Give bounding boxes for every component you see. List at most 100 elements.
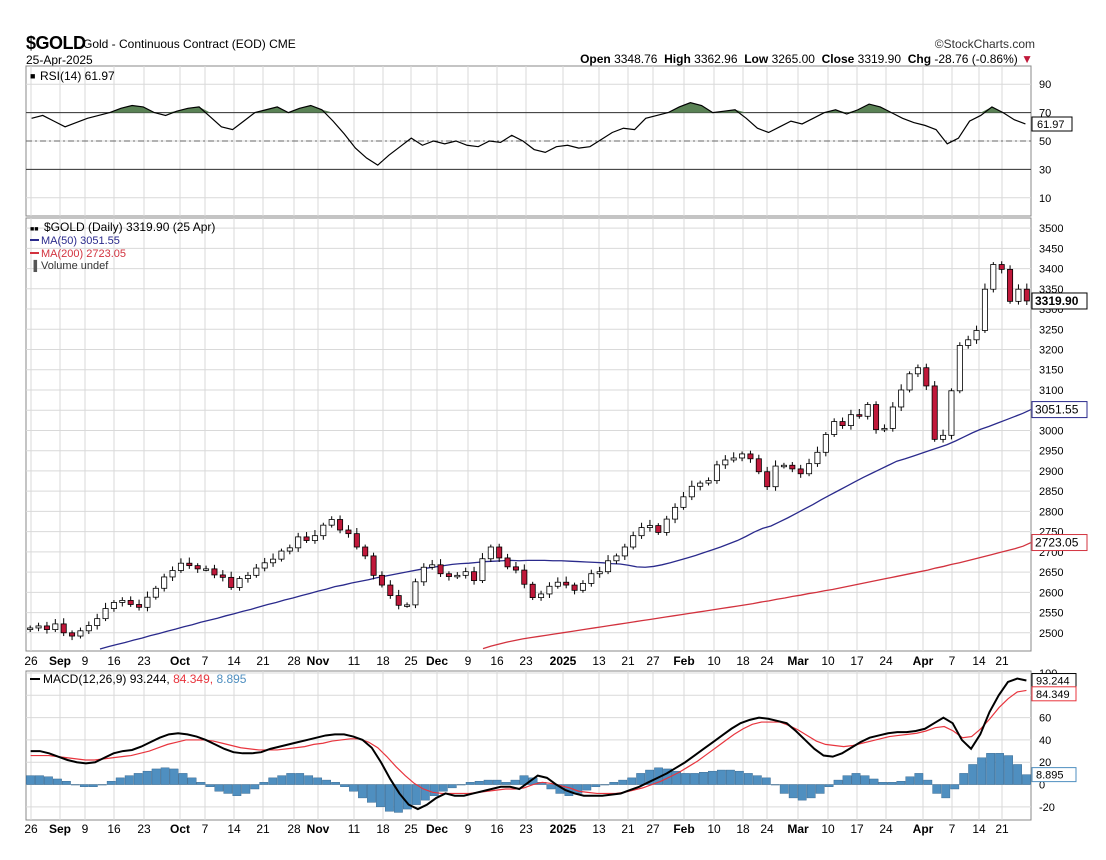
candle-down <box>378 574 385 586</box>
candle-up <box>588 573 595 584</box>
macd-histogram-bar <box>492 779 502 785</box>
macd-histogram-bar <box>214 784 224 792</box>
macd-histogram-bar <box>573 784 583 794</box>
x-axis-label: 7 <box>949 654 956 668</box>
macd-histogram-bar <box>851 773 861 785</box>
macd-histogram-bar <box>860 775 870 785</box>
candle-up <box>270 558 277 564</box>
x-axis-label: 14 <box>972 654 986 668</box>
candle-up <box>479 558 486 582</box>
macd-current-value: 93.244 <box>1036 676 1070 688</box>
price-tick-label: 2900 <box>1039 466 1063 478</box>
candle-up <box>831 421 838 435</box>
macd-histogram-bar <box>178 773 188 785</box>
x-axis-label: Oct <box>170 654 190 668</box>
candle-up <box>965 339 972 346</box>
macd-histogram-bar <box>663 768 672 785</box>
rsi-overbought-fill <box>109 102 1004 113</box>
x-axis-label: 7 <box>202 654 209 668</box>
candle-up <box>638 527 645 537</box>
candle-up <box>881 428 888 431</box>
x-axis-label: 21 <box>256 654 270 668</box>
macd-histogram-bar <box>681 773 690 785</box>
x-axis-label: 16 <box>490 822 504 836</box>
candle-down <box>445 573 452 577</box>
candle-down <box>370 555 377 576</box>
macd-histogram-bar <box>717 769 726 785</box>
ohlc-summary: Open 3348.76 High 3362.96 Low 3265.00 Cl… <box>580 52 1033 66</box>
x-axis-label: 10 <box>707 822 721 836</box>
macd-histogram-bar <box>968 764 978 785</box>
macd-histogram-bar <box>133 773 143 785</box>
candle-down <box>186 562 193 567</box>
x-axis-label: Sep <box>49 822 71 836</box>
price-tick-label: 2600 <box>1039 587 1063 599</box>
stockcharts-watermark: ©StockCharts.com <box>934 37 1035 51</box>
candle-up <box>169 570 176 578</box>
x-axis-label: 13 <box>592 654 606 668</box>
macd-histogram-bar <box>151 768 161 785</box>
x-axis-label: 23 <box>519 822 533 836</box>
description-text: Gold - Continuous Contract (EOD) <box>83 37 266 51</box>
macd-histogram-bar <box>734 770 744 785</box>
macd-histogram-bar <box>35 775 44 785</box>
macd-histogram-bar <box>726 769 735 785</box>
candle-down <box>856 414 863 417</box>
x-axis-label: 24 <box>760 822 774 836</box>
ma200-legend-text: MA(200) 2723.05 <box>41 248 126 260</box>
macd-histogram-bar <box>367 784 376 803</box>
volume-legend-icon: ▐ <box>30 259 38 273</box>
x-axis-label: Dec <box>426 654 448 668</box>
candle-up <box>672 506 679 520</box>
candle-up <box>688 485 695 498</box>
candle-up <box>889 406 896 429</box>
candle-up <box>85 625 92 632</box>
rsi-tick-label: 90 <box>1039 79 1051 91</box>
price-legend-title: $GOLD (Daily) 3319.90 (25 Apr) <box>44 220 215 234</box>
candle-down <box>923 367 930 387</box>
candle-down <box>655 525 662 533</box>
macd-histogram-bar <box>815 784 825 794</box>
ma50-line <box>99 408 1032 650</box>
candle-up <box>948 390 955 436</box>
macd-histogram-bar <box>591 784 601 787</box>
macd-tick-label: 60 <box>1039 713 1051 725</box>
x-axis-label: Nov <box>307 654 330 668</box>
x-axis-label: 21 <box>995 654 1009 668</box>
candle-down <box>529 583 536 599</box>
macd-histogram-bar <box>196 782 206 785</box>
x-axis-label: 9 <box>465 822 472 836</box>
low-value: 3265.00 <box>771 52 815 66</box>
macd-histogram-bar <box>88 784 98 787</box>
macd-histogram-bar <box>672 770 681 785</box>
macd-histogram-bar <box>250 784 260 790</box>
macd-histogram-bar <box>501 782 511 785</box>
x-axis-label: 24 <box>760 654 774 668</box>
rsi-line <box>31 102 1026 166</box>
macd-histogram-bar <box>385 784 394 812</box>
last-close-tag <box>1031 292 1088 310</box>
price-tick-label: 2500 <box>1039 628 1063 640</box>
candle-up <box>554 581 561 587</box>
macd-histogram-bar <box>268 777 278 785</box>
candle-up <box>705 480 712 484</box>
candle-up <box>973 330 980 341</box>
candle-up <box>546 585 553 595</box>
x-axis-label: Oct <box>170 822 190 836</box>
candle-up <box>35 625 42 629</box>
macd-histogram-bar <box>833 779 843 785</box>
candle-up <box>311 535 318 541</box>
macd-histogram-bar <box>331 782 340 785</box>
candle-up <box>462 571 469 576</box>
candle-down <box>797 468 804 475</box>
x-axis-label: 27 <box>646 654 660 668</box>
macd-histogram-bar <box>420 784 430 801</box>
candle-up <box>94 618 101 626</box>
macd-histogram-bar <box>914 773 924 785</box>
price-tick-label: 3250 <box>1039 324 1063 336</box>
macd-histogram-bar <box>600 784 610 786</box>
macd-histogram-bar <box>169 768 179 785</box>
candle-down <box>931 385 938 440</box>
x-axis-label: 14 <box>227 822 241 836</box>
